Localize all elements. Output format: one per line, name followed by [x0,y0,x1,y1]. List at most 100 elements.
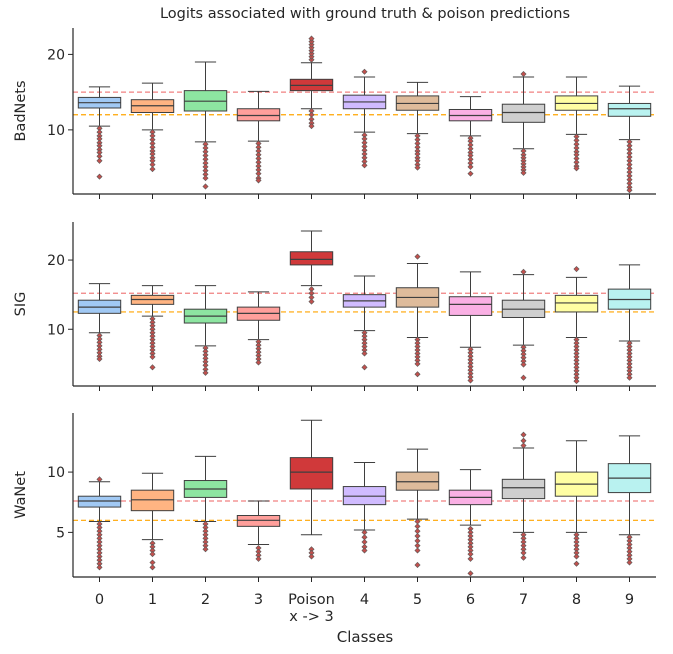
y-axis-label: SIG [13,292,29,317]
outlier-point [414,547,421,554]
outlier-point [361,364,368,371]
x-tick-label: 3 [254,592,263,608]
outlier-point [149,353,156,360]
outlier-point [149,564,156,571]
iqr-box [342,486,387,506]
outlier-point [361,350,368,357]
chart-panels: 10 20 BadNets 10 20 SIG 5 10 WaNet [13,28,656,582]
outlier-point [361,547,368,554]
outlier-point [467,170,474,177]
box-badnets-8 [501,71,546,176]
outlier-point [626,187,633,194]
box-badnets-4 [289,35,334,130]
outlier-point [520,442,527,449]
outlier-point [96,173,103,180]
iqr-box [289,251,334,266]
box-wanet-2 [183,455,228,553]
box-badnets-3 [236,90,281,184]
outlier-point [202,369,209,376]
outlier-point [96,564,103,571]
box-wanet-4 [289,419,334,560]
outlier-point [467,570,474,577]
box-wanet-9 [554,440,599,567]
x-tick-label: 4 [360,592,369,608]
outlier-point [520,361,527,368]
outlier-point [361,162,368,169]
outlier-point [520,268,527,275]
y-tick-label: 5 [56,525,65,541]
x-tick-label: 6 [466,592,475,608]
box-badnets-5 [342,68,387,169]
iqr-box [130,489,175,512]
outlier-point [361,68,368,75]
outlier-point [626,559,633,566]
box-badnets-0 [77,86,122,180]
x-axis-label: Classes [337,628,394,646]
outlier-point [149,551,156,558]
outlier-point [520,554,527,561]
iqr-box [236,515,281,527]
iqr-box [554,294,599,313]
box-badnets-1 [130,82,175,173]
outlier-point [149,166,156,173]
x-tick-label: 1 [148,592,157,608]
box-badnets-6 [395,81,440,171]
x-tick-label: 7 [519,592,528,608]
outlier-point [573,553,580,560]
outlier-point [414,360,421,367]
box-badnets-2 [183,61,228,190]
outlier-point [96,157,103,164]
outlier-point [414,253,421,260]
outlier-point [573,266,580,273]
x-tick-label: Poison [288,592,335,608]
x-tick-label: 9 [625,592,634,608]
box-wanet-5 [342,461,387,554]
outlier-point [255,359,262,366]
box-sig-7 [448,271,493,384]
chart-title: Logits associated with ground truth & po… [160,6,570,22]
y-tick-label: 10 [47,322,65,338]
box-wanet-1 [130,472,175,571]
outlier-point [520,71,527,78]
box-badnets-9 [554,76,599,172]
outlier-point [255,177,262,184]
outlier-point [202,175,209,182]
outlier-point [414,561,421,568]
iqr-box [289,457,334,490]
box-sig-3 [236,291,281,366]
outlier-point [626,374,633,381]
outlier-point [573,378,580,385]
x-tick-label: 5 [413,592,422,608]
box-wanet-10 [607,435,652,566]
outlier-point [202,183,209,190]
box-sig-2 [183,285,228,376]
outlier-point [467,555,474,562]
x-tick-label: 8 [572,592,581,608]
y-axis-label: BadNets [13,80,29,141]
box-sig-0 [77,283,122,363]
outlier-point [96,355,103,363]
panel-badnets: 10 20 BadNets [13,28,656,199]
box-sig-4 [289,230,334,305]
outlier-point [308,553,315,560]
outlier-point [96,476,103,483]
outlier-point [573,165,580,172]
iqr-box [448,296,493,316]
box-sig-9 [554,266,599,385]
box-wanet-7 [448,469,493,577]
iqr-box [607,102,652,117]
x-tick-label: x -> 3 [289,609,333,625]
box-sig-8 [501,268,546,381]
outlier-point [414,371,421,378]
box-sig-1 [130,285,175,371]
panel-wanet: 5 10 WaNet [13,413,656,582]
y-tick-label: 20 [47,253,65,269]
outlier-point [414,164,421,171]
y-axis-label: WaNet [13,471,29,519]
outlier-point [308,35,315,42]
outlier-point [520,374,527,381]
y-tick-label: 20 [47,47,65,63]
box-wanet-8 [501,431,546,561]
x-tick-label: 0 [95,592,104,608]
